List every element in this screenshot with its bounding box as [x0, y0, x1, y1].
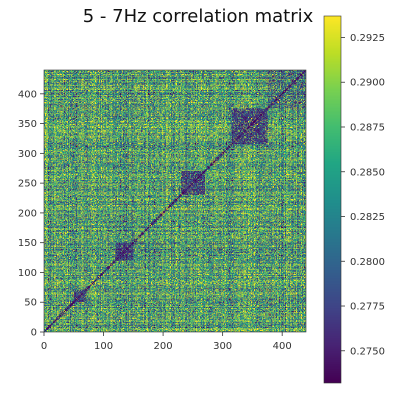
x-axis-ticks: 0 100 200 300 400	[41, 332, 292, 352]
chart-title: 5 - 7Hz correlation matrix	[82, 6, 314, 27]
y-tick-label: 350	[18, 119, 37, 130]
colorbar-tick-label: 0.2775	[350, 302, 385, 313]
colorbar	[324, 16, 341, 383]
x-tick-label: 300	[213, 341, 232, 352]
y-axis-ticks: 0 50 100 150 200 250 300 350 400	[18, 89, 44, 339]
x-tick-label: 0	[41, 341, 47, 352]
x-tick-label: 100	[94, 341, 113, 352]
y-tick-label: 200	[18, 208, 37, 219]
colorbar-tick-label: 0.2750	[350, 346, 385, 357]
correlation-heatmap	[44, 70, 306, 332]
y-tick-label: 100	[18, 268, 37, 279]
x-tick-label: 200	[154, 341, 173, 352]
y-tick-label: 150	[18, 238, 37, 249]
colorbar-tick-label: 0.2900	[350, 78, 385, 89]
y-tick-label: 50	[24, 298, 37, 309]
colorbar-tick-label: 0.2925	[350, 33, 385, 44]
x-tick-label: 400	[273, 341, 292, 352]
colorbar-tick-label: 0.2800	[350, 257, 385, 268]
y-tick-label: 400	[18, 89, 37, 100]
y-tick-label: 300	[18, 149, 37, 160]
y-tick-label: 0	[31, 328, 37, 339]
colorbar-tick-label: 0.2875	[350, 122, 385, 133]
colorbar-tick-label: 0.2825	[350, 212, 385, 223]
y-tick-label: 250	[18, 179, 37, 190]
colorbar-ticks: 0.2750 0.2775 0.2800 0.2825 0.2850 0.2875 0.29…	[341, 33, 385, 357]
colorbar-tick-label: 0.2850	[350, 167, 385, 178]
